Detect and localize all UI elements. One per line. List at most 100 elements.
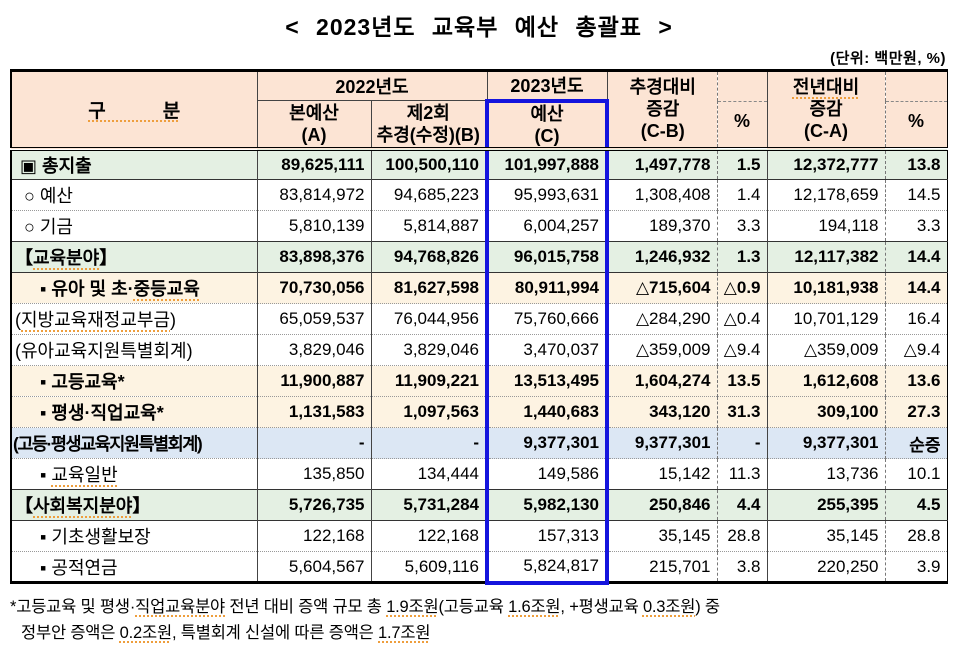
cell-c: 9,377,301 bbox=[485, 427, 610, 459]
table-row: 【교육분야】 83,898,376 94,768,826 96,015,758 1,24… bbox=[10, 241, 948, 273]
cell-c: 149,586 bbox=[485, 458, 610, 490]
header-row-sub: 본예산 (A) 제2회 추경(수정)(B) 예산 (C) bbox=[11, 98, 947, 149]
footnote-underlined-text: 0.3조원 bbox=[642, 597, 696, 616]
col-header-b-line1: 제2회 bbox=[406, 102, 450, 123]
row-label: 【교육분야】 bbox=[10, 241, 257, 273]
cell-p2: 3.3 bbox=[884, 210, 948, 242]
col-header-category: 구 분 bbox=[10, 70, 257, 149]
cell-cb: △359,009 bbox=[606, 334, 718, 366]
table-row: ▣ 총지출 89,625,111 100,500,110 101,997,888 1,4… bbox=[10, 146, 948, 180]
cell-c: 13,513,495 bbox=[485, 365, 610, 397]
table-row: (지방교육재정교부금) 65,059,537 76,044,956 75,760,66… bbox=[10, 303, 948, 335]
cell-a: 83,814,972 bbox=[256, 179, 371, 211]
cell-ca: 10,181,938 bbox=[766, 272, 886, 304]
cell-a: 11,900,887 bbox=[256, 365, 371, 397]
row-label-text: ○ 기금 bbox=[24, 217, 73, 237]
cell-p1: △9.4 bbox=[716, 334, 768, 366]
row-label-text: ▪ 평생·직업교육* bbox=[40, 403, 164, 423]
row-label: ▪ 평생·직업교육* bbox=[10, 396, 257, 428]
cell-a: 89,625,111 bbox=[256, 146, 371, 180]
cell-c: 1,440,683 bbox=[485, 396, 610, 428]
cell-a: 3,829,046 bbox=[256, 334, 371, 366]
row-label-text: 【 bbox=[15, 248, 33, 268]
cell-ca: 12,178,659 bbox=[766, 179, 886, 211]
cell-b: 1,097,563 bbox=[370, 396, 488, 428]
footnote-line-2: 정부안 증액은 0.2조원, 특별회계 신설에 따른 증액은 1.7조원 bbox=[10, 620, 948, 646]
cell-ca: 10,701,129 bbox=[766, 303, 886, 335]
cell-p2: 10.1 bbox=[884, 458, 948, 490]
table-row: ▪ 공적연금 5,604,567 5,609,116 5,824,817 215,701… bbox=[10, 551, 948, 585]
cell-p1: 1.3 bbox=[716, 241, 768, 273]
table-row: ▪ 고등교육* 11,900,887 11,909,221 13,513,495 1,6… bbox=[10, 365, 948, 397]
cell-cb: 1,308,408 bbox=[606, 179, 718, 211]
row-label: (지방교육재정교부금) bbox=[10, 303, 257, 335]
row-label: ▪ 기초생활보장 bbox=[10, 520, 257, 552]
cell-c: 157,313 bbox=[485, 520, 610, 552]
row-label: 【사회복지분야】 bbox=[10, 489, 257, 521]
cell-p1: 31.3 bbox=[716, 396, 768, 428]
cell-p2: 27.3 bbox=[884, 396, 948, 428]
col-header-change-vs-prior-year: 전년대비 증감 (C-A) bbox=[766, 70, 886, 149]
col-header-year-2023: 2023년도 bbox=[486, 70, 608, 101]
cell-p2: △9.4 bbox=[884, 334, 948, 366]
cell-a: 135,850 bbox=[256, 458, 371, 490]
row-label-text: 】 bbox=[132, 496, 151, 516]
cell-p1: 3.8 bbox=[716, 551, 768, 583]
row-label-underlined-text: 교육일반 bbox=[51, 465, 118, 485]
row-label-text: ▣ 총지출 bbox=[20, 155, 92, 176]
cell-a: 1,131,583 bbox=[256, 396, 371, 428]
unit-note: (단위: 백만원, %) bbox=[830, 50, 946, 67]
col-header-percent-ca: % bbox=[884, 70, 948, 149]
table-body: ▣ 총지출 89,625,111 100,500,110 101,997,888 1,4… bbox=[10, 146, 948, 585]
row-label-text: ▪ bbox=[40, 465, 52, 485]
cell-c: 3,470,037 bbox=[485, 334, 610, 366]
cell-a: 83,898,376 bbox=[256, 241, 371, 273]
cell-p2: 28.8 bbox=[884, 520, 948, 552]
cell-cb: 250,846 bbox=[606, 489, 718, 521]
table-row: ▪ 유아 및 초·중등교육 70,730,056 81,627,598 80,911,… bbox=[10, 272, 948, 304]
cell-p1: 11.3 bbox=[716, 458, 768, 490]
row-label-text: (고등·평생교육지원특별회계) bbox=[13, 433, 203, 454]
cell-cb: △715,604 bbox=[606, 272, 718, 304]
page-title: < 2023년도 교육부 예산 총괄표 > bbox=[285, 14, 673, 40]
table-row: ○ 기금 5,810,139 5,814,887 6,004,257 189,370 3.… bbox=[10, 210, 948, 242]
footnote-text: (고등교육 bbox=[438, 597, 509, 616]
table-row: (유아교육지원특별회계) 3,829,046 3,829,046 3,470,037 △… bbox=[10, 334, 948, 366]
cell-cb: △284,290 bbox=[606, 303, 718, 335]
cell-ca: 13,736 bbox=[766, 458, 886, 490]
cell-p1: 4.4 bbox=[716, 489, 768, 521]
cell-a: 5,810,139 bbox=[256, 210, 371, 242]
col-header-supplementary-b: 제2회 추경(수정)(B) bbox=[370, 100, 488, 149]
table-row: 【사회복지분야】 5,726,735 5,731,284 5,982,130 250,8… bbox=[10, 489, 948, 521]
cell-b: 122,168 bbox=[370, 520, 488, 552]
cell-ca: 220,250 bbox=[766, 551, 886, 583]
col-header-a-line1: 본예산 bbox=[289, 102, 339, 123]
row-label: ▪ 교육일반 bbox=[10, 458, 257, 490]
cell-b: 76,044,956 bbox=[370, 303, 488, 335]
cell-b: 100,500,110 bbox=[370, 146, 488, 180]
cell-p2: 13.8 bbox=[884, 146, 948, 180]
row-label-underlined-text: 사회복지분야 bbox=[33, 496, 133, 516]
col-header-category-label: 구 분 bbox=[88, 100, 181, 122]
cell-a: 5,604,567 bbox=[256, 551, 371, 583]
cell-p2: 14.5 bbox=[884, 179, 948, 211]
col-header-main-budget-a: 본예산 (A) bbox=[256, 100, 371, 149]
cell-c: 96,015,758 bbox=[485, 241, 610, 273]
footnote-text: , 특별회계 신설에 따른 증액은 bbox=[171, 623, 379, 642]
cell-ca: △359,009 bbox=[766, 334, 886, 366]
cell-b: 5,731,284 bbox=[370, 489, 488, 521]
cell-cb: 1,246,932 bbox=[606, 241, 718, 273]
col-header-ca-line3: (C-A) bbox=[804, 121, 848, 142]
row-label-text: ▪ 유아 및 초· bbox=[40, 279, 134, 299]
cell-ca: 12,372,777 bbox=[766, 146, 886, 180]
col-header-year-2022: 2022년도 bbox=[256, 70, 488, 101]
cell-p1: - bbox=[716, 427, 768, 459]
row-label: (고등·평생교육지원특별회계) bbox=[10, 427, 257, 459]
cell-a: 70,730,056 bbox=[256, 272, 371, 304]
cell-cb: 9,377,301 bbox=[606, 427, 718, 459]
col-header-cb-line3: (C-B) bbox=[640, 121, 685, 142]
cell-p2: 4.5 bbox=[884, 489, 948, 521]
cell-cb: 343,120 bbox=[606, 396, 718, 428]
row-label-text: 】 bbox=[99, 248, 118, 268]
cell-b: 94,768,826 bbox=[370, 241, 488, 273]
